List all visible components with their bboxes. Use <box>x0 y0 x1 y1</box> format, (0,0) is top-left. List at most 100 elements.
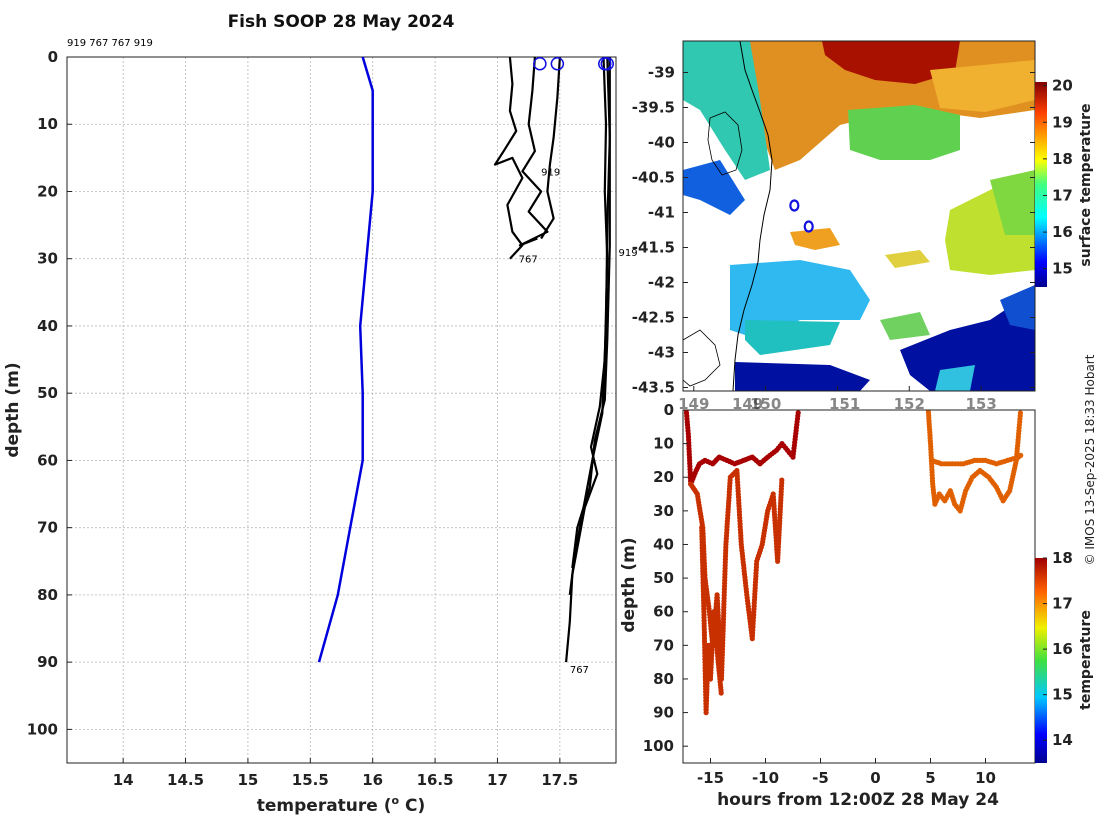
profile-line-919 <box>493 57 524 260</box>
map-y-tick-label: -43 <box>648 344 675 362</box>
x-tick-label: 14.5 <box>167 771 204 789</box>
sst-colorbar-ticks: 15 16 17 18 19 20 <box>1043 77 1073 278</box>
time-y-tick-label: 10 <box>653 435 674 453</box>
x-tick-label: 15 <box>237 771 258 789</box>
time-y-tick-label: 70 <box>653 636 674 654</box>
y-tick-label: 100 <box>27 720 58 738</box>
yellow-blob-region <box>885 250 930 268</box>
track-point <box>718 690 724 696</box>
sst-colorbar-tick-label: 17 <box>1052 186 1073 204</box>
sst-field <box>683 41 1035 391</box>
sst-colorbar-tick-label: 20 <box>1052 77 1073 95</box>
track-point <box>1017 410 1024 416</box>
map-y-tick-label: -41 <box>648 204 675 222</box>
map-y-tick-label: -41.5 <box>632 239 675 257</box>
blue-southeast-region <box>1000 285 1035 330</box>
time-x-tick-label: 0 <box>870 769 880 787</box>
time-y-tick-label: 50 <box>653 569 674 587</box>
map-y-tick-label: -39.5 <box>632 99 675 117</box>
map-x-tick-label: 153 <box>965 395 996 413</box>
profile-start-markers <box>533 56 615 71</box>
xlabel-suffix: C) <box>399 796 425 816</box>
y-tick-label: 30 <box>37 250 58 268</box>
y-tick-label: 90 <box>37 653 58 671</box>
cyan-south-region <box>730 260 870 340</box>
map-y-tick-label: -40 <box>648 134 675 152</box>
profile-id-label: 919 <box>541 167 560 178</box>
island-outline <box>707 111 743 176</box>
figure-title: Fish SOOP 28 May 2024 <box>228 12 455 32</box>
map-y-tick-label: -42 <box>648 274 675 292</box>
map-y-tick-label: -39 <box>648 64 675 82</box>
track-point <box>779 477 785 483</box>
time-x-tick-label: -15 <box>697 769 724 787</box>
profile-line-767 <box>540 57 561 240</box>
y-tick-label: 70 <box>37 519 58 537</box>
track-point <box>1018 452 1024 458</box>
sst-colorbar-tick-label: 18 <box>1052 150 1073 168</box>
xlabel-superscript: o <box>392 794 400 807</box>
y-tick-label: 20 <box>37 182 58 200</box>
green-east-region <box>990 170 1035 235</box>
x-tick-label: 17 <box>487 771 508 789</box>
time-x-tick-label: -5 <box>812 769 829 787</box>
time-y-tick-label: 40 <box>653 535 674 553</box>
tasmania-outline <box>683 329 721 387</box>
map-x-tick-label: 150 <box>750 395 781 413</box>
profile-line-919 <box>518 57 549 247</box>
time-y-axis-label: depth (m) <box>619 537 639 632</box>
track-point <box>795 410 801 416</box>
profile-lines <box>493 57 611 663</box>
profile-grid <box>67 56 616 763</box>
x-tick-label: 16 <box>362 771 383 789</box>
y-tick-label: 10 <box>37 115 58 133</box>
y-tick-label: 0 <box>48 48 58 66</box>
y-tick-label: 40 <box>37 317 58 335</box>
sst-colorbar <box>1035 82 1047 287</box>
sst-colorbar-label: surface temperature <box>1078 103 1094 266</box>
sst-colorbar-tick-label: 15 <box>1052 260 1073 278</box>
map-y-tick-label: -43.5 <box>632 379 675 397</box>
sst-colorbar-tick-label: 16 <box>1052 223 1073 241</box>
map-x-tick-label: 151 <box>829 395 860 413</box>
blue-coastal-region <box>683 160 745 215</box>
time-y-tick-label: 80 <box>653 670 674 688</box>
profile-ticks: 14 14.5 15 15.5 16 16.5 17 17.5 0 10 20 30 40 50 60 70 8… <box>27 48 579 789</box>
x-tick-label: 15.5 <box>292 771 329 789</box>
station-marker <box>803 220 814 233</box>
temperature-colorbar <box>1035 558 1047 763</box>
time-x-tick-label: -10 <box>752 769 779 787</box>
profile-x-axis-label: temperature (o C) <box>257 794 426 816</box>
hot-spot-region <box>822 41 960 84</box>
xlabel-prefix: temperature ( <box>257 796 392 816</box>
navy-southwest-region <box>735 362 870 391</box>
temperature-colorbar-tick-label: 18 <box>1052 549 1073 567</box>
y-tick-label: 50 <box>37 384 58 402</box>
green-patch-region <box>880 312 930 340</box>
map-y-tick-label: -42.5 <box>632 309 675 327</box>
time-x-axis-label: hours from 12:00Z 28 May 24 <box>717 790 999 810</box>
time-x-tick-label: 10 <box>975 769 996 787</box>
header-ids: 919 767 767 919 <box>67 38 153 49</box>
x-tick-label: 16.5 <box>417 771 454 789</box>
temperature-colorbar-label: temperature <box>1078 610 1094 710</box>
profile-id-labels: 919 767 919 767 <box>519 167 638 676</box>
start-marker <box>600 56 615 71</box>
time-y-tick-label: 60 <box>653 603 674 621</box>
time-y-tick-label: 90 <box>653 704 674 722</box>
map-y-tick-label: -40.5 <box>632 169 675 187</box>
profile-id-label: 767 <box>519 255 538 266</box>
x-tick-label: 17.5 <box>541 771 578 789</box>
time-y-tick-label: 30 <box>653 502 674 520</box>
profile-id-label: 767 <box>570 665 589 676</box>
temperature-colorbar-tick-label: 16 <box>1052 640 1073 658</box>
map-x-tick-label: 149 <box>678 395 709 413</box>
temperature-colorbar-ticks: 14 15 16 17 18 <box>1043 549 1073 749</box>
map-stations <box>789 199 814 233</box>
cyan-west-region <box>683 41 770 180</box>
temperature-colorbar-tick-label: 14 <box>1052 731 1073 749</box>
start-marker <box>550 56 565 71</box>
profile-axes-frame <box>66 56 617 764</box>
orange-band-region <box>930 60 1035 112</box>
